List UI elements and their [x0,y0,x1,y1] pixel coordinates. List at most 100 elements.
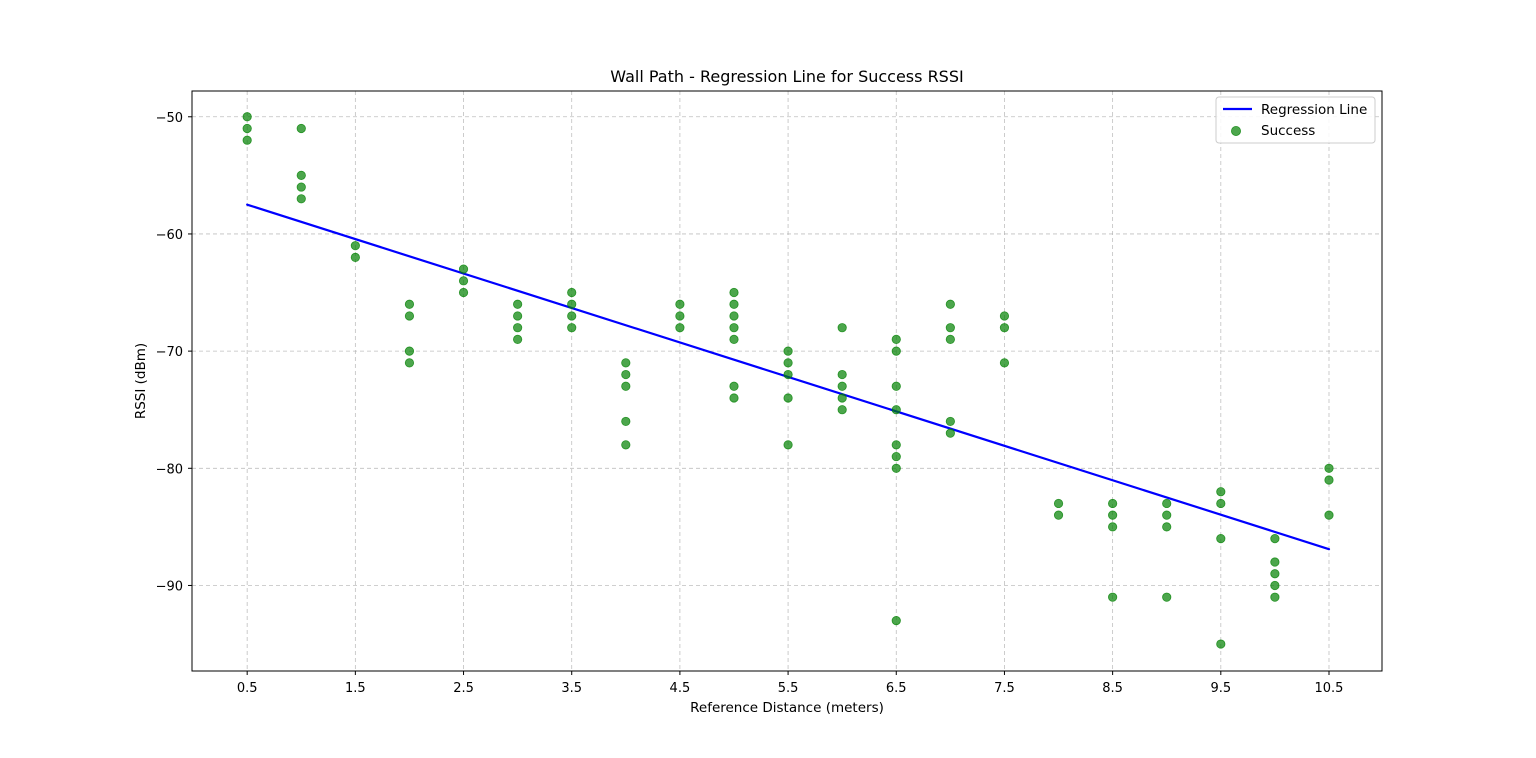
success-point [891,405,901,415]
success-point [1162,510,1172,520]
x-tick-label: 1.5 [345,681,366,696]
success-point [1053,510,1064,520]
grid [192,91,1382,671]
x-tick-label: 7.5 [994,681,1015,696]
legend: Regression Line Success [1215,96,1376,144]
success-point [513,334,523,345]
success-point [837,405,847,415]
success-point [729,393,739,403]
success-point [567,311,577,321]
legend-label-success: Success [1261,123,1315,139]
x-tick-label: 8.5 [1102,681,1123,696]
success-point [1270,557,1280,567]
success-point [350,252,360,262]
success-point [999,311,1010,321]
success-point [621,416,631,427]
x-tick-label: 3.5 [561,681,582,696]
plot-data [242,112,1334,649]
x-tick-label: 4.5 [670,681,691,696]
success-point [783,358,793,368]
success-point [891,616,901,626]
success-point [1216,498,1226,509]
success-point [945,299,955,309]
success-point [296,123,306,134]
success-point [891,451,901,462]
success-point [1270,580,1280,591]
chart-title: Wall Path - Regression Line for Success … [610,67,963,86]
success-point [891,440,901,450]
success-point [1270,533,1280,544]
success-point [945,428,955,438]
success-point [729,381,739,391]
success-point [242,123,252,134]
success-point [1216,487,1226,497]
success-point [729,299,739,309]
success-point [1216,639,1226,649]
success-point [999,323,1010,333]
success-point [458,276,469,286]
x-tick-label: 10.5 [1315,681,1344,696]
legend-marker-swatch [1231,126,1242,137]
success-point [296,194,306,204]
success-point [1108,592,1118,602]
success-point [837,323,847,333]
success-point [729,287,739,298]
y-tick-label: −60 [156,228,183,243]
success-point [350,241,360,251]
success-point [783,440,793,450]
success-point [1108,498,1118,509]
success-point [945,416,955,427]
success-point [837,381,847,391]
success-point [945,334,955,345]
success-point [1108,522,1118,532]
success-point [783,369,793,380]
y-axis-label: RSSI (dBm) [133,343,149,419]
y-tick-label: −70 [156,345,183,360]
success-point [783,346,793,356]
success-point [1216,533,1226,544]
x-tick-label: 6.5 [886,681,907,696]
x-tick-label: 2.5 [453,681,474,696]
success-point [621,381,631,391]
success-point [1270,592,1280,602]
success-point [242,135,252,145]
success-point [404,358,415,368]
success-point [404,346,415,356]
success-point [675,311,685,321]
success-point [945,323,955,333]
success-point [567,299,577,309]
success-point [621,369,631,380]
success-point [296,182,306,192]
success-point [458,287,469,298]
y-tick-label: −80 [156,462,183,477]
axis-ticks: 0.5 1.5 2.5 3.5 4.5 5.5 6.5 7.5 8.5 9.5 10.5 −50 −60… [156,111,1344,696]
success-point [621,358,631,368]
success-point [1324,475,1334,485]
success-point [837,369,847,380]
success-point [567,287,577,298]
success-point [1270,569,1280,579]
success-point [1108,510,1118,520]
success-point [891,334,901,345]
x-axis-label: Reference Distance (meters) [690,700,884,716]
success-point [1053,498,1064,509]
success-point [242,112,252,122]
success-point [891,381,901,391]
success-point [891,346,901,356]
success-point [1162,498,1172,509]
success-point [621,440,631,450]
success-point [1162,522,1172,532]
success-point [458,264,469,274]
success-point [729,311,739,321]
success-point [513,299,523,309]
success-point [513,323,523,333]
x-tick-label: 0.5 [237,681,258,696]
success-point [567,323,577,333]
y-tick-label: −50 [156,111,183,126]
success-point [729,323,739,333]
success-point [404,311,415,321]
y-tick-label: −90 [156,579,183,594]
success-point [675,299,685,309]
